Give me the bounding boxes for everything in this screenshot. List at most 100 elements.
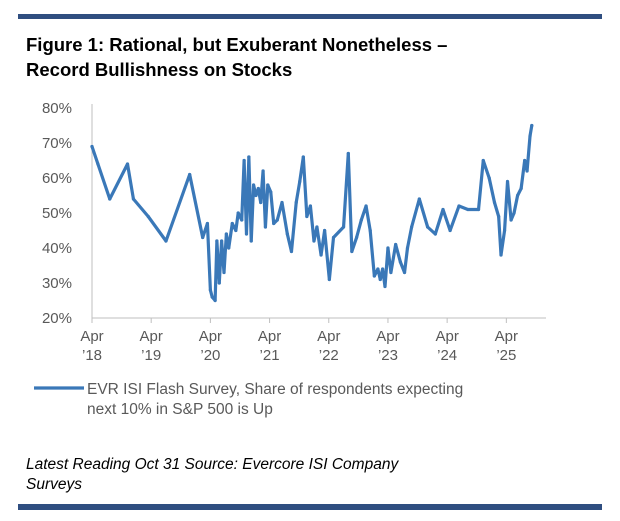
data-point-75 (457, 204, 461, 208)
data-point-57 (368, 228, 372, 233)
data-point-64 (389, 270, 393, 275)
data-point-2 (108, 197, 112, 201)
data-point-78 (481, 158, 485, 163)
data-point-66 (398, 260, 402, 264)
bottom-rule (18, 504, 602, 510)
data-point-30 (259, 200, 263, 205)
y-tick-label-30pct: 30% (42, 275, 72, 292)
data-point-50 (331, 235, 336, 240)
data-point-8 (201, 235, 205, 240)
x-tick-label-year-2: ’20 (200, 347, 220, 364)
data-point-24 (244, 232, 249, 236)
top-rule (18, 14, 602, 19)
data-point-3 (125, 162, 130, 166)
data-point-25 (247, 155, 251, 159)
data-point-56 (364, 204, 368, 208)
data-point-51 (341, 225, 346, 229)
data-point-86 (512, 211, 516, 215)
data-point-74 (448, 228, 452, 233)
data-point-58 (372, 274, 376, 278)
data-point-16 (222, 270, 226, 275)
data-point-5 (146, 214, 150, 219)
data-point-29 (256, 186, 260, 191)
data-point-85 (509, 218, 513, 222)
data-point-11 (210, 295, 214, 299)
data-point-27 (251, 183, 256, 187)
data-point-69 (410, 225, 414, 229)
data-point-13 (215, 239, 219, 243)
data-point-73 (441, 207, 445, 212)
data-point-26 (249, 239, 253, 243)
x-tick-label-month-2: Apr (199, 328, 222, 345)
data-point-54 (354, 235, 359, 240)
x-tick-label-month-1: Apr (140, 328, 163, 345)
data-point-59 (376, 267, 380, 271)
data-point-61 (381, 267, 385, 271)
data-point-36 (275, 218, 279, 222)
x-tick-label-month-6: Apr (435, 328, 458, 345)
data-point-82 (499, 253, 503, 257)
x-tick-label-month-5: Apr (376, 328, 399, 345)
x-tick-label-year-0: ’18 (82, 347, 102, 364)
data-point-7 (188, 172, 192, 177)
data-point-38 (285, 232, 289, 236)
data-point-18 (227, 246, 231, 250)
x-tick-label-month-7: Apr (495, 328, 518, 345)
legend: EVR ISI Flash Survey, Share of responden… (34, 381, 463, 418)
data-point-23 (242, 158, 246, 163)
data-point-87 (515, 193, 520, 198)
y-tick-label-80pct: 80% (42, 100, 72, 117)
y-tick-label-60pct: 60% (42, 170, 72, 187)
x-tick-label-year-4: ’22 (319, 347, 339, 364)
y-tick-label-40pct: 40% (42, 240, 72, 257)
data-point-6 (164, 239, 168, 243)
data-point-42 (301, 155, 305, 159)
source-note-line-1: Latest Reading Oct 31 Source: Evercore I… (26, 456, 399, 473)
y-tick-label-50pct: 50% (42, 205, 72, 222)
series-line-0 (90, 123, 534, 303)
data-point-84 (505, 179, 510, 184)
data-point-9 (205, 221, 210, 226)
data-point-14 (217, 281, 221, 285)
data-point-0 (90, 144, 94, 149)
legend-label-line-1: EVR ISI Flash Survey, Share of responden… (87, 381, 463, 398)
data-point-15 (220, 239, 224, 243)
data-point-65 (394, 242, 398, 247)
data-point-91 (528, 134, 532, 138)
data-point-46 (315, 225, 319, 229)
data-point-10 (208, 288, 212, 292)
x-tick-label-month-3: Apr (258, 328, 281, 345)
x-tick-label-month-4: Apr (317, 328, 340, 345)
data-point-19 (230, 221, 234, 226)
data-point-88 (519, 186, 523, 191)
x-tick-label-year-1: ’19 (141, 347, 161, 364)
data-point-79 (487, 176, 491, 180)
data-point-41 (298, 179, 302, 184)
data-point-35 (272, 221, 276, 226)
x-tick-label-year-6: ’24 (437, 347, 457, 364)
data-point-37 (280, 200, 284, 205)
data-point-40 (294, 200, 298, 205)
data-point-12 (213, 298, 217, 303)
data-point-71 (426, 225, 430, 229)
figure-title-line-2: Record Bullishness on Stocks (26, 59, 293, 80)
data-point-43 (305, 214, 309, 219)
source-note-line-2: Surveys (26, 476, 82, 493)
x-tick-label-year-5: ’23 (378, 347, 398, 364)
data-point-53 (350, 249, 354, 254)
figure-title-line-1: Figure 1: Rational, but Exuberant Noneth… (26, 34, 448, 55)
data-point-47 (319, 253, 323, 257)
data-point-67 (402, 270, 407, 275)
data-point-83 (502, 228, 507, 233)
data-point-31 (261, 169, 265, 173)
data-point-55 (359, 218, 363, 222)
x-tick-label-year-3: ’21 (260, 347, 280, 364)
y-tick-label-70pct: 70% (42, 135, 72, 152)
data-point-60 (378, 277, 382, 282)
data-point-45 (312, 239, 316, 243)
data-point-92 (530, 123, 534, 128)
data-point-34 (269, 190, 273, 194)
data-point-68 (405, 246, 410, 250)
source-note: Latest Reading Oct 31 Source: Evercore I… (26, 455, 586, 495)
